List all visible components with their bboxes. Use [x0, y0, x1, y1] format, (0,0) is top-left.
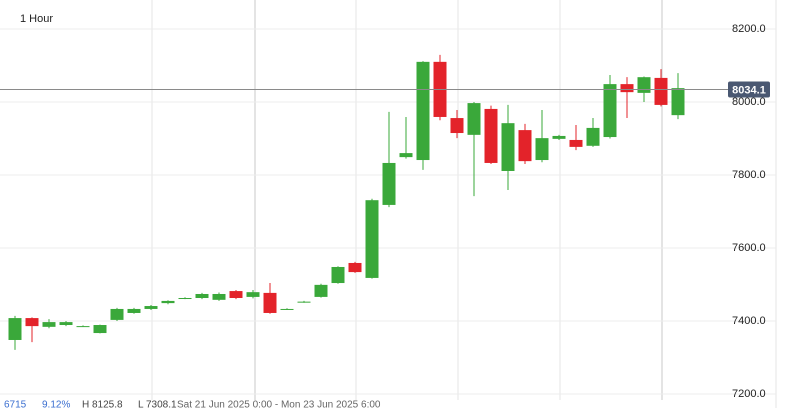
candle-body	[569, 139, 583, 147]
candle-body	[161, 300, 175, 304]
y-tick-label: 7800.0	[732, 169, 766, 181]
candle-body	[42, 322, 56, 327]
candle-body	[110, 308, 124, 320]
candle-body	[603, 84, 617, 138]
candle-body	[246, 292, 260, 297]
candle-body	[620, 84, 634, 93]
candle-body	[297, 301, 311, 303]
candle-body	[654, 77, 668, 105]
candle-body	[263, 292, 277, 313]
candle-body	[484, 108, 498, 163]
candle-body	[314, 284, 328, 297]
candle-body	[127, 308, 141, 313]
candle-body	[93, 325, 107, 334]
candle-body	[212, 293, 226, 300]
candle-body	[518, 130, 532, 162]
candle-body	[501, 123, 515, 171]
candle-body	[671, 88, 685, 116]
candle-body	[637, 77, 651, 93]
y-tick-label: 7600.0	[732, 242, 766, 254]
y-tick-label: 7200.0	[732, 388, 766, 400]
candle-body	[25, 318, 39, 327]
candle-body	[229, 291, 243, 299]
candle-body	[280, 308, 294, 310]
candle-body	[348, 262, 362, 273]
stat-label: Sat 21 Jun 2025 0:00 - Mon 23 Jun 2025 6…	[177, 400, 381, 408]
candle-body	[450, 118, 464, 134]
y-tick-label: 8200.0	[732, 23, 766, 35]
y-tick-label: 8000.0	[732, 96, 766, 108]
candle-body	[382, 162, 396, 205]
candle-body	[586, 127, 600, 146]
candle-body	[59, 322, 73, 326]
candle-body	[416, 61, 430, 161]
last-price-label: 8034.1	[732, 84, 766, 96]
stat-label: 9.12%	[42, 400, 70, 408]
last-price-box	[728, 81, 770, 98]
candle-body	[467, 103, 481, 135]
y-tick-label: 7400.0	[732, 315, 766, 327]
v-grid	[151, 0, 777, 408]
stat-label: 6715	[4, 400, 27, 408]
candle-body	[144, 306, 158, 309]
candle-body	[8, 318, 22, 340]
candle-body	[552, 135, 566, 139]
candle-body	[195, 293, 209, 299]
candle-body	[331, 266, 345, 284]
candle-body	[76, 326, 90, 328]
candle-body	[178, 298, 192, 300]
chart-title: 1 Hour	[20, 13, 53, 25]
stat-label: H 8125.8	[82, 400, 123, 408]
candle-body	[365, 200, 379, 278]
candle-body	[535, 138, 549, 161]
stat-label: L 7308.1	[138, 400, 177, 408]
candle-body	[399, 153, 413, 158]
